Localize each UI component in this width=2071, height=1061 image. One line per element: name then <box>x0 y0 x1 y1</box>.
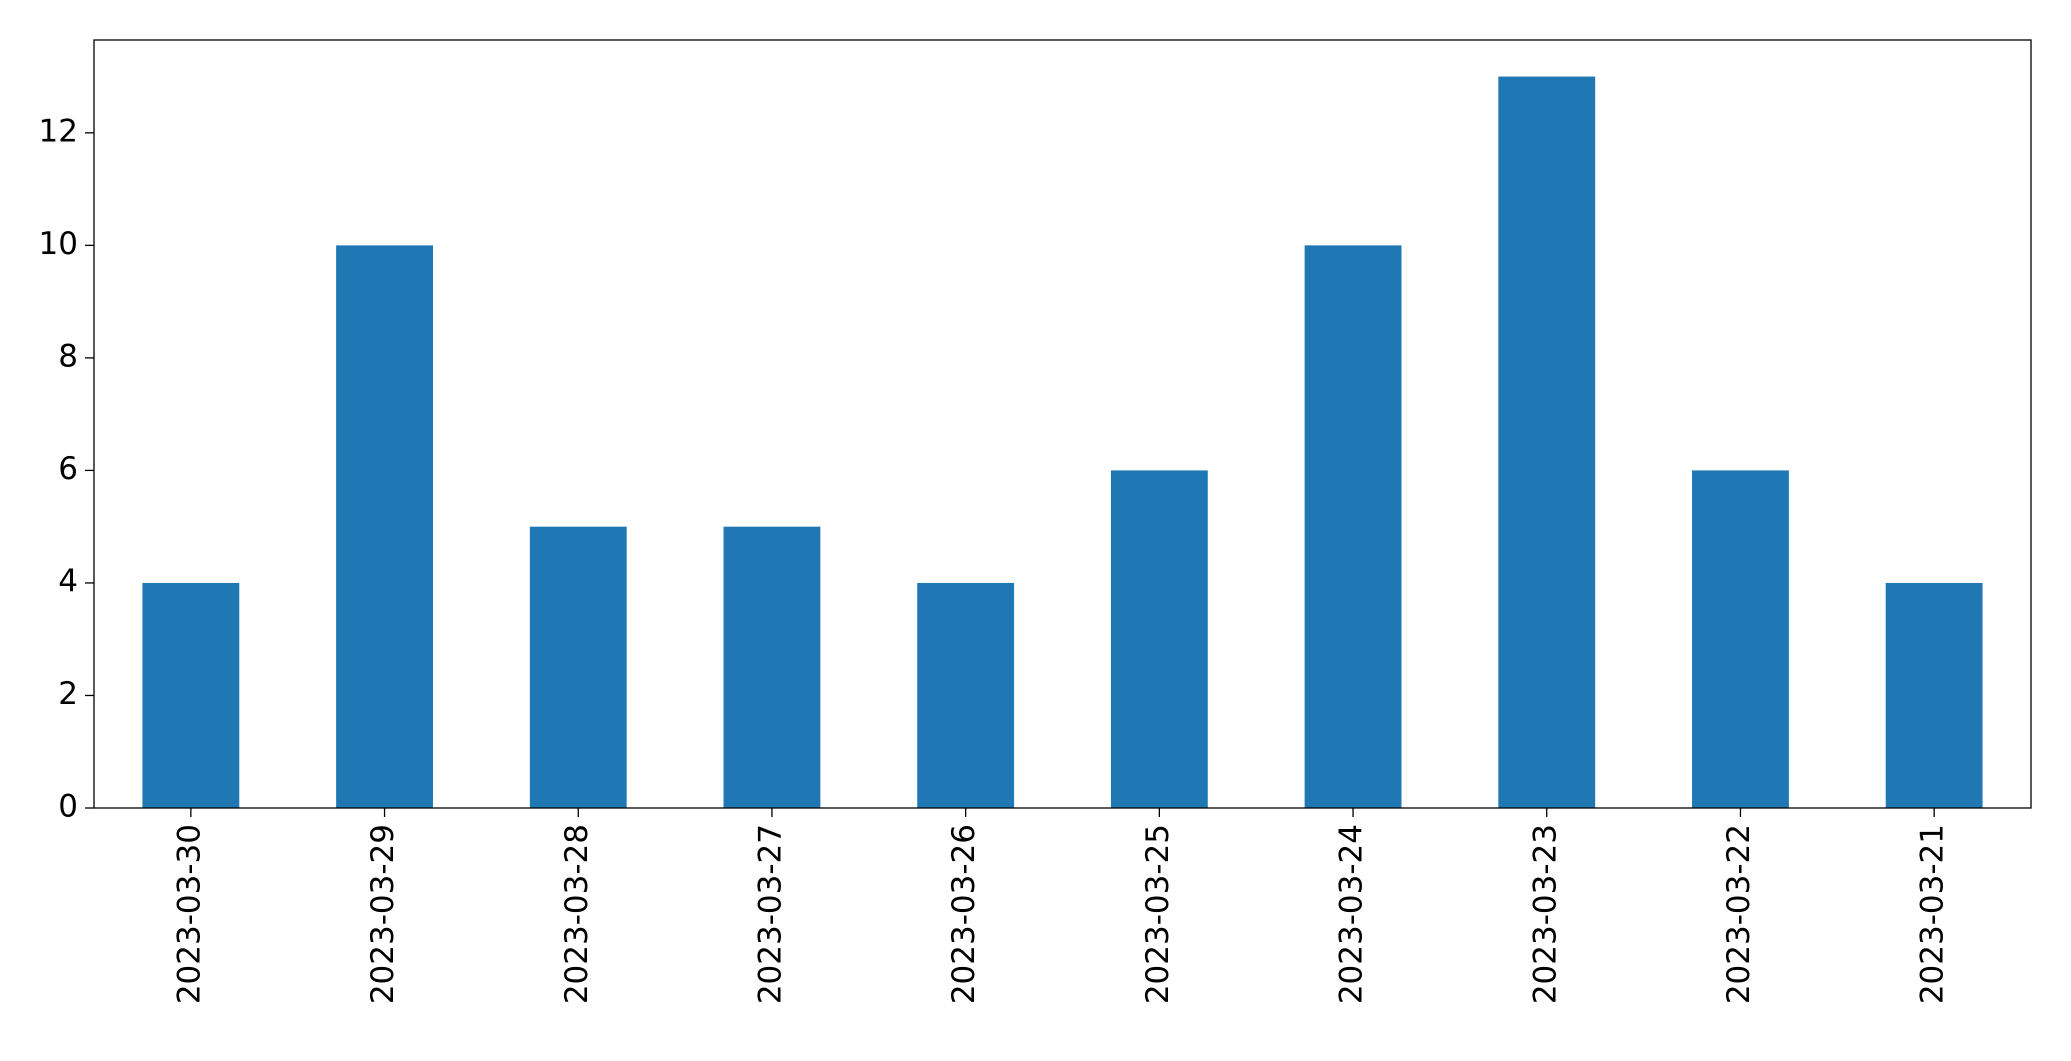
bar <box>1692 470 1789 808</box>
x-tick-label: 2023-03-21 <box>1915 824 1951 1004</box>
x-tick-label: 2023-03-29 <box>365 824 401 1004</box>
y-tick-label: 4 <box>58 563 78 599</box>
bar <box>1110 470 1208 808</box>
bar <box>917 582 1015 808</box>
y-tick-label: 8 <box>58 338 78 374</box>
x-tick-label: 2023-03-26 <box>946 824 982 1004</box>
bar <box>336 245 433 808</box>
x-tick-label: 2023-03-30 <box>171 824 207 1004</box>
x-tick-label: 2023-03-22 <box>1721 824 1757 1004</box>
bar <box>723 526 821 808</box>
x-tick-label: 2023-03-28 <box>559 824 595 1004</box>
y-tick-label: 12 <box>39 113 78 149</box>
bar <box>529 526 627 808</box>
x-tick-label: 2023-03-23 <box>1527 824 1563 1004</box>
x-tick-label: 2023-03-24 <box>1334 824 1370 1004</box>
y-tick-label: 2 <box>58 676 78 712</box>
x-tick-label: 2023-03-25 <box>1140 824 1176 1004</box>
bar <box>1304 245 1402 808</box>
y-tick-label: 10 <box>39 226 78 262</box>
axes-frame <box>93 39 2032 809</box>
x-tick-label: 2023-03-27 <box>752 824 788 1004</box>
y-tick-label: 6 <box>58 451 78 487</box>
y-tick-label: 0 <box>58 789 78 825</box>
bar <box>142 582 240 808</box>
bar <box>1498 76 1596 809</box>
bar <box>1885 582 1983 808</box>
